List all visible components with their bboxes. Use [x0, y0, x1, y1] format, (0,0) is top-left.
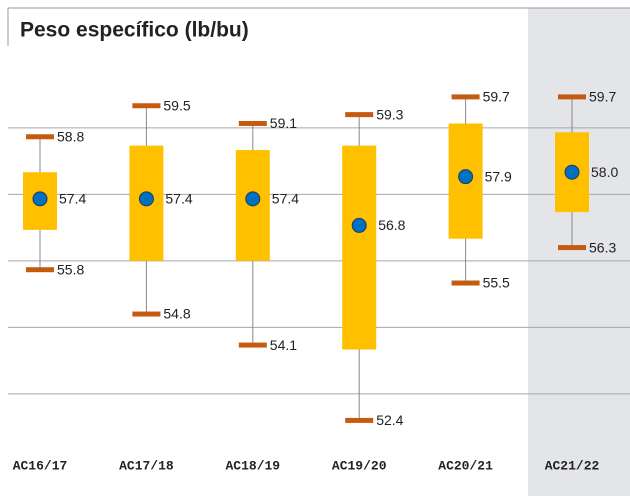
mean-label: 57.4	[59, 191, 86, 207]
mean-label: 56.8	[378, 217, 405, 233]
x-tick-label: AC21/22	[545, 458, 600, 473]
max-label: 59.3	[376, 106, 403, 122]
mean-marker	[32, 191, 48, 207]
mean-label: 57.4	[165, 191, 192, 207]
max-label: 59.7	[589, 89, 616, 105]
max-label: 59.1	[270, 115, 297, 131]
x-tick-label: AC16/17	[13, 458, 68, 473]
whisker-cap-high	[26, 134, 54, 140]
mean-marker	[458, 169, 474, 185]
max-label: 58.8	[57, 128, 84, 144]
whisker-cap-low	[238, 342, 267, 348]
mean-marker	[351, 217, 367, 233]
min-label: 54.8	[163, 306, 190, 322]
whisker-cap-high	[132, 103, 161, 109]
box	[342, 145, 377, 350]
whisker-cap-low	[451, 280, 480, 286]
x-tick-label: AC18/19	[225, 458, 280, 473]
max-label: 59.7	[483, 89, 510, 105]
min-label: 52.4	[376, 412, 403, 428]
whisker-cap-high	[558, 94, 586, 100]
whisker-cap-high	[451, 94, 480, 100]
max-label: 59.5	[163, 97, 190, 113]
mean-label: 58.0	[591, 164, 618, 180]
mean-marker	[564, 164, 580, 180]
min-label: 55.8	[57, 261, 84, 277]
min-label: 56.3	[589, 239, 616, 255]
mean-label: 57.4	[272, 191, 299, 207]
whisker-cap-low	[26, 267, 54, 273]
whisker-cap-low	[132, 311, 161, 317]
mean-label: 57.9	[485, 168, 512, 184]
whisker-cap-low	[558, 245, 586, 251]
min-label: 55.5	[483, 275, 510, 291]
highlight-column	[528, 8, 630, 496]
min-label: 54.1	[270, 337, 297, 353]
background	[8, 8, 630, 496]
mean-marker	[245, 191, 261, 207]
whisker-cap-low	[345, 417, 374, 423]
whisker-cap-high	[238, 120, 267, 126]
mean-marker	[138, 191, 154, 207]
x-tick-label: AC20/21	[438, 458, 493, 473]
whisker-cap-high	[345, 112, 374, 118]
x-tick-label: AC17/18	[119, 458, 174, 473]
x-tick-label: AC19/20	[332, 458, 387, 473]
chart-title: Peso específico (lb/bu)	[20, 19, 249, 42]
